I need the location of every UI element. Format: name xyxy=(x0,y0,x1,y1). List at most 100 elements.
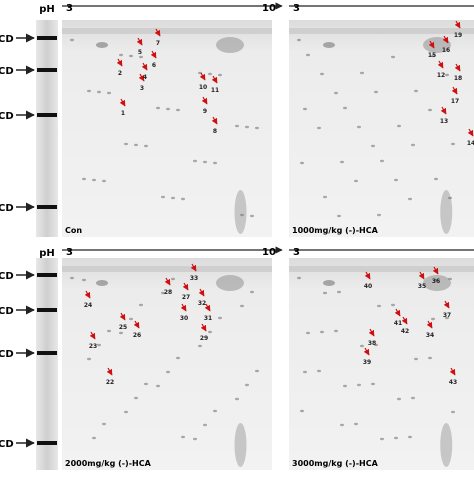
spot-arrow xyxy=(133,320,140,329)
gel-spot xyxy=(124,142,128,146)
mw-label: CD xyxy=(0,439,14,450)
gel-spot xyxy=(129,317,133,321)
gel-streak xyxy=(289,266,474,272)
panel-label: 2000mg/kg (-)-HCA xyxy=(65,459,152,468)
spot-arrow xyxy=(164,277,171,286)
gel-spot xyxy=(391,303,395,307)
gel-spot xyxy=(431,54,435,58)
spot-arrow xyxy=(394,308,401,317)
gel-spot xyxy=(203,160,207,164)
gel-spot xyxy=(414,357,418,361)
spot-arrow xyxy=(199,72,206,81)
gel-spot xyxy=(124,410,128,414)
spot-number: 43 xyxy=(449,379,457,386)
panel-label: 3000mg/kg (-)-HCA xyxy=(292,459,379,468)
spot-number: 19 xyxy=(454,32,462,39)
spot-arrow xyxy=(200,323,207,332)
gel-spot xyxy=(377,213,381,217)
gel-spot xyxy=(250,290,254,294)
gel-spot xyxy=(337,290,341,294)
gel-spot xyxy=(394,436,398,440)
spot-number: 1 xyxy=(121,110,125,117)
gel-spot xyxy=(161,291,165,295)
gel-spot xyxy=(414,89,418,93)
spot-number: 32 xyxy=(198,300,206,307)
gel-spot xyxy=(337,214,341,218)
mw-label: CD xyxy=(0,66,14,77)
gel-spot xyxy=(391,55,395,59)
gel-spot xyxy=(374,90,378,94)
gel-spot xyxy=(208,330,212,334)
gel-spot xyxy=(255,369,259,373)
spot-number: 15 xyxy=(428,52,436,59)
panel-label: Con xyxy=(65,226,82,235)
gel-blob xyxy=(234,190,247,234)
gel-streak xyxy=(62,28,272,34)
gel-spot xyxy=(371,382,375,386)
gel-spot xyxy=(354,179,358,183)
gel-spot xyxy=(297,276,301,280)
gel-spot xyxy=(171,196,175,200)
gel-blob xyxy=(323,42,335,48)
ph-label: pH xyxy=(39,248,55,259)
gel-spot xyxy=(176,356,180,360)
spot-number: 25 xyxy=(119,324,127,331)
gel-spot xyxy=(380,159,384,163)
spot-arrow xyxy=(106,367,113,376)
spot-arrow xyxy=(364,271,371,280)
panel-label: 1000mg/kg (-)-HCA xyxy=(292,226,379,235)
spot-arrow xyxy=(454,20,461,29)
gel-spot xyxy=(156,106,160,110)
marker-band xyxy=(37,36,57,40)
spot-arrow xyxy=(198,288,205,297)
marker-band xyxy=(37,205,57,209)
spot-arrow xyxy=(116,58,123,67)
gel-spot xyxy=(134,396,138,400)
gel-spot xyxy=(176,108,180,112)
gel-spot xyxy=(92,436,96,440)
gel-spot xyxy=(448,277,452,281)
gel-spot xyxy=(166,107,170,111)
gel-spot xyxy=(107,329,111,333)
gel-blob xyxy=(323,280,335,286)
spot-arrow xyxy=(141,62,148,71)
gel-spot xyxy=(97,343,101,347)
gel-spot xyxy=(250,214,254,218)
spot-arrow xyxy=(89,331,96,340)
gel-spot xyxy=(139,303,143,307)
gel-spot xyxy=(306,331,310,335)
spot-arrow xyxy=(432,266,439,275)
gel-spot xyxy=(240,304,244,308)
spot-number: 3 xyxy=(140,85,144,92)
spot-number: 5 xyxy=(138,49,142,56)
gel-spot xyxy=(445,316,449,320)
gel-streak xyxy=(289,28,474,34)
gel-spot xyxy=(434,278,438,282)
gel-spot xyxy=(245,125,249,129)
gel-spot xyxy=(303,370,307,374)
mw-label: CD xyxy=(0,203,14,214)
gel-spot xyxy=(213,161,217,165)
gel-blob xyxy=(423,275,451,291)
gel-spot xyxy=(70,38,74,42)
marker-band xyxy=(37,273,57,277)
spot-arrow xyxy=(418,271,425,280)
gel-spot xyxy=(306,53,310,57)
gel-spot xyxy=(144,144,148,148)
spot-number: 22 xyxy=(106,379,114,386)
gel-spot xyxy=(181,435,185,439)
gel-spot xyxy=(334,91,338,95)
spot-arrow xyxy=(190,263,197,272)
gel-spot xyxy=(434,177,438,181)
spot-number: 17 xyxy=(451,98,459,105)
gel-spot xyxy=(317,369,321,373)
gel-spot xyxy=(198,344,202,348)
spot-number: 7 xyxy=(156,40,160,47)
spot-arrow xyxy=(443,300,450,309)
gel-spot xyxy=(82,278,86,282)
gel-spot xyxy=(213,409,217,413)
spot-arrow xyxy=(119,312,126,321)
spot-arrow xyxy=(437,60,444,69)
spot-arrow xyxy=(182,282,189,291)
